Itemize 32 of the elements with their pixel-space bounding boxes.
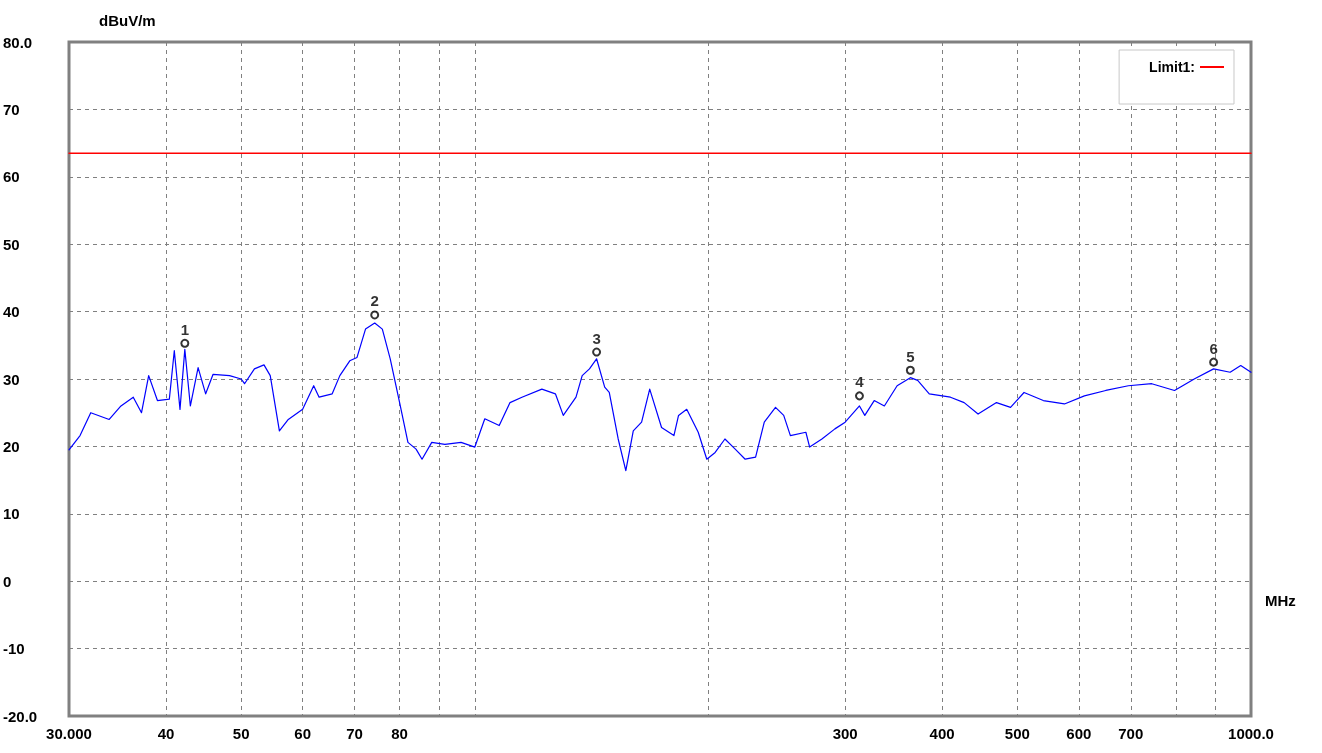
x-tick-label: 400 [929,725,955,742]
x-tick-label: 600 [1066,725,1092,742]
y-tick-label: 80.0 [3,33,33,51]
y-tick-label: 0 [3,572,12,590]
x-tick-label: 40 [157,725,175,742]
x-tick-label: 1000.0 [1228,725,1274,742]
annotation: 2 [370,292,379,310]
x-tick-label: 80 [391,725,408,742]
annotation: 3 [592,329,601,347]
y-tick-label: 60 [3,168,20,186]
annotation: 4 [855,373,865,391]
x-tick-label: 50 [232,725,250,742]
x-tick-label: 30.000 [46,725,92,742]
y-tick-label: -20.0 [3,707,38,725]
y-tick-label: 40 [3,303,20,321]
x-tick-label: 70 [346,725,363,742]
y-axis-title: dBuV/m [99,12,156,29]
x-tick-label: 60 [294,725,311,742]
annotation: 6 [1209,339,1218,357]
y-tick-label: 20 [3,437,20,455]
y-tick-label: -10 [3,640,25,658]
x-axis-title: MHz [1265,592,1296,610]
annotation: 1 [180,320,189,338]
y-tick-label: 30 [3,370,20,388]
x-tick-label: 500 [1004,725,1030,742]
legend-label: Limit1: [1149,59,1195,75]
x-tick-label: 300 [832,725,858,742]
annotation: 5 [906,347,915,365]
x-tick-label: 700 [1118,725,1144,742]
y-tick-label: 70 [3,100,20,118]
y-tick-label: 50 [3,235,20,253]
y-tick-label: 10 [3,505,20,523]
